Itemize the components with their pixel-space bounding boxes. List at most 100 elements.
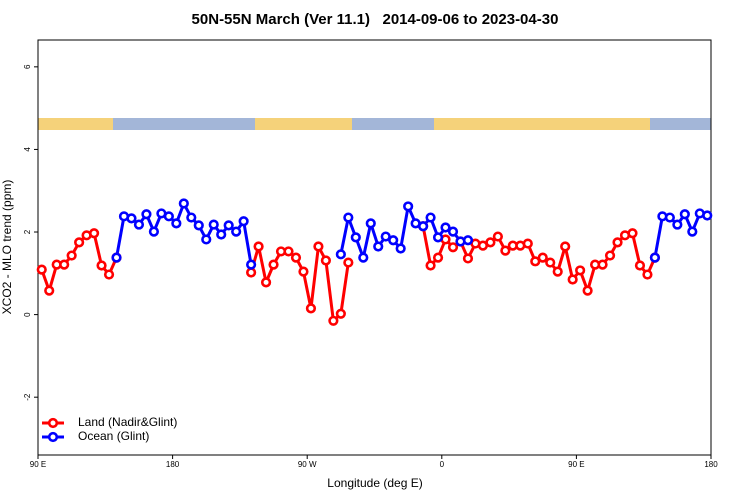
data-point bbox=[343, 212, 354, 223]
data-point bbox=[597, 259, 608, 270]
y-tick-label: 2 bbox=[23, 229, 32, 234]
data-point bbox=[604, 250, 616, 261]
data-point bbox=[664, 212, 675, 223]
data-point bbox=[395, 243, 406, 254]
data-point bbox=[148, 226, 160, 237]
data-point bbox=[298, 266, 309, 277]
x-tick-label: 90 E bbox=[568, 460, 584, 469]
data-point bbox=[36, 264, 47, 275]
data-point bbox=[552, 266, 563, 277]
data-point bbox=[582, 285, 593, 296]
data-point bbox=[672, 219, 683, 230]
data-point bbox=[373, 241, 384, 252]
x-axis-label: Longitude (deg E) bbox=[327, 476, 422, 490]
x-tick-label: 90 W bbox=[298, 460, 317, 469]
land-ocean-strip bbox=[38, 118, 711, 130]
data-point bbox=[462, 253, 474, 264]
data-point bbox=[126, 213, 137, 224]
data-point bbox=[141, 209, 152, 220]
data-point bbox=[365, 218, 376, 229]
x-tick-label: 90 E bbox=[30, 460, 46, 469]
data-point bbox=[679, 209, 690, 220]
x-tick-label: 180 bbox=[704, 460, 718, 469]
data-point bbox=[649, 252, 661, 263]
legend: Land (Nadir&Glint)Ocean (Glint) bbox=[42, 415, 177, 443]
data-point bbox=[545, 257, 556, 268]
data-point bbox=[440, 222, 451, 233]
legend-marker bbox=[47, 431, 59, 443]
chart-title: 50N-55N March (Ver 11.1) 2014-09-06 to 2… bbox=[192, 11, 559, 28]
data-point bbox=[283, 246, 294, 257]
data-point bbox=[246, 267, 257, 278]
data-point bbox=[59, 259, 70, 270]
x-tick-label: 0 bbox=[440, 460, 445, 469]
data-point bbox=[216, 229, 227, 240]
data-point bbox=[462, 235, 474, 246]
data-point bbox=[358, 252, 369, 263]
data-point bbox=[103, 269, 115, 280]
data-point bbox=[350, 232, 361, 243]
data-point bbox=[575, 265, 586, 276]
legend-marker bbox=[47, 417, 59, 429]
data-point bbox=[171, 218, 182, 229]
y-tick-label: -2 bbox=[23, 393, 32, 401]
series-line bbox=[115, 202, 708, 265]
data-point bbox=[231, 226, 242, 237]
data-point bbox=[492, 231, 503, 242]
data-point bbox=[634, 260, 646, 271]
data-point bbox=[418, 221, 429, 232]
data-point bbox=[74, 237, 85, 248]
data-point bbox=[537, 252, 548, 263]
y-tick-label: 0 bbox=[23, 312, 32, 317]
legend-label: Ocean (Glint) bbox=[78, 429, 149, 443]
data-point bbox=[133, 219, 145, 230]
data-point bbox=[313, 241, 324, 252]
data-point bbox=[335, 308, 346, 319]
data-point bbox=[560, 241, 571, 252]
data-point bbox=[193, 220, 204, 231]
data-point bbox=[485, 237, 496, 248]
data-point bbox=[305, 303, 317, 314]
data-point bbox=[447, 242, 459, 253]
plot-frame bbox=[37, 39, 712, 456]
data-point bbox=[403, 201, 414, 212]
data-point bbox=[425, 260, 436, 271]
y-axis-label: XCO2 - MLO trend (ppm) bbox=[0, 180, 14, 315]
data-point bbox=[66, 250, 77, 261]
data-point bbox=[201, 234, 212, 245]
data-point bbox=[186, 212, 197, 223]
data-point bbox=[612, 237, 623, 248]
data-point bbox=[178, 198, 189, 209]
data-point bbox=[246, 259, 257, 270]
data-point bbox=[380, 231, 391, 242]
data-point bbox=[627, 228, 638, 239]
data-point bbox=[343, 257, 354, 268]
data-point bbox=[432, 232, 444, 243]
data-point bbox=[702, 210, 713, 221]
data-point bbox=[223, 220, 234, 231]
data-point bbox=[96, 260, 107, 271]
y-tick-label: 6 bbox=[23, 64, 32, 69]
data-point bbox=[642, 269, 653, 280]
data-point bbox=[530, 256, 541, 267]
data-point bbox=[44, 285, 55, 296]
data-point bbox=[447, 226, 459, 237]
data-point bbox=[111, 252, 122, 263]
data-point bbox=[320, 255, 331, 266]
data-point bbox=[253, 241, 264, 252]
data-point bbox=[425, 212, 436, 223]
y-tick-label: 4 bbox=[23, 147, 32, 152]
data-point bbox=[567, 274, 578, 285]
data-point bbox=[687, 226, 698, 237]
data-point bbox=[238, 216, 249, 227]
data-point bbox=[290, 252, 302, 263]
data-point bbox=[328, 315, 339, 326]
data-point bbox=[88, 228, 100, 239]
data-point bbox=[388, 235, 399, 246]
data-point bbox=[500, 245, 511, 256]
legend-label: Land (Nadir&Glint) bbox=[78, 415, 177, 429]
data-point bbox=[208, 219, 219, 230]
data-point bbox=[432, 252, 444, 263]
